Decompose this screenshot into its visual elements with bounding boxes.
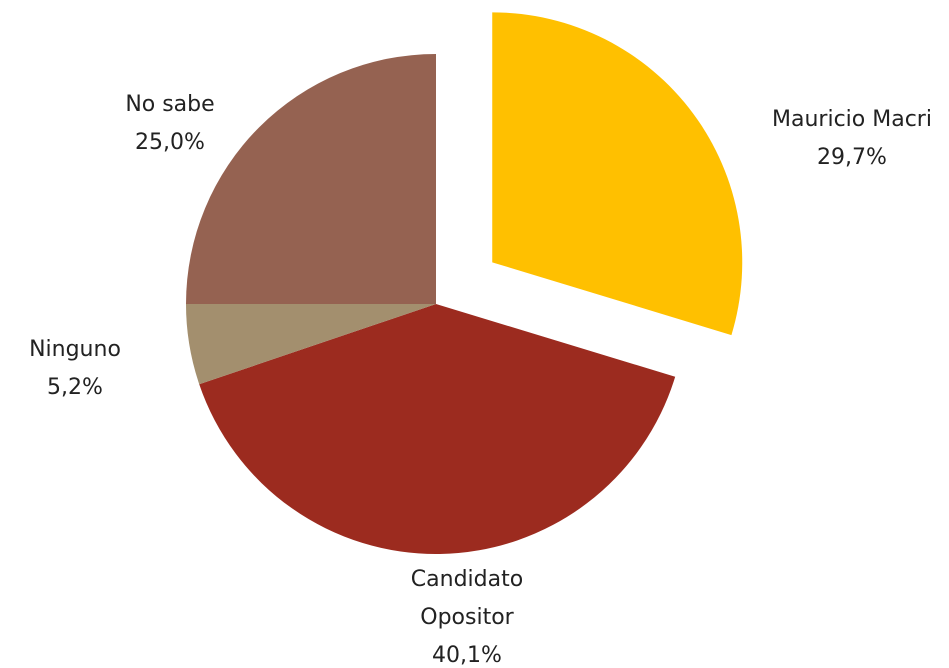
slice-label: Ninguno (29, 337, 121, 362)
pie-slice (186, 54, 436, 304)
slice-value-label: 5,2% (47, 375, 103, 400)
slice-value-label: 40,1% (432, 643, 502, 668)
pie-slice (492, 12, 743, 336)
label-line: Candidato (411, 567, 523, 592)
slice-label: No sabe (125, 92, 214, 117)
slice-value-label: 25,0% (135, 130, 205, 155)
label-line: Opositor (420, 605, 514, 630)
pie-slice (186, 304, 436, 385)
slice-label: Mauricio Macri (772, 107, 932, 132)
slice-label: Candidato Opositor (411, 567, 523, 630)
slice-value-label: 29,7% (817, 145, 887, 170)
pie-slice (199, 304, 676, 555)
